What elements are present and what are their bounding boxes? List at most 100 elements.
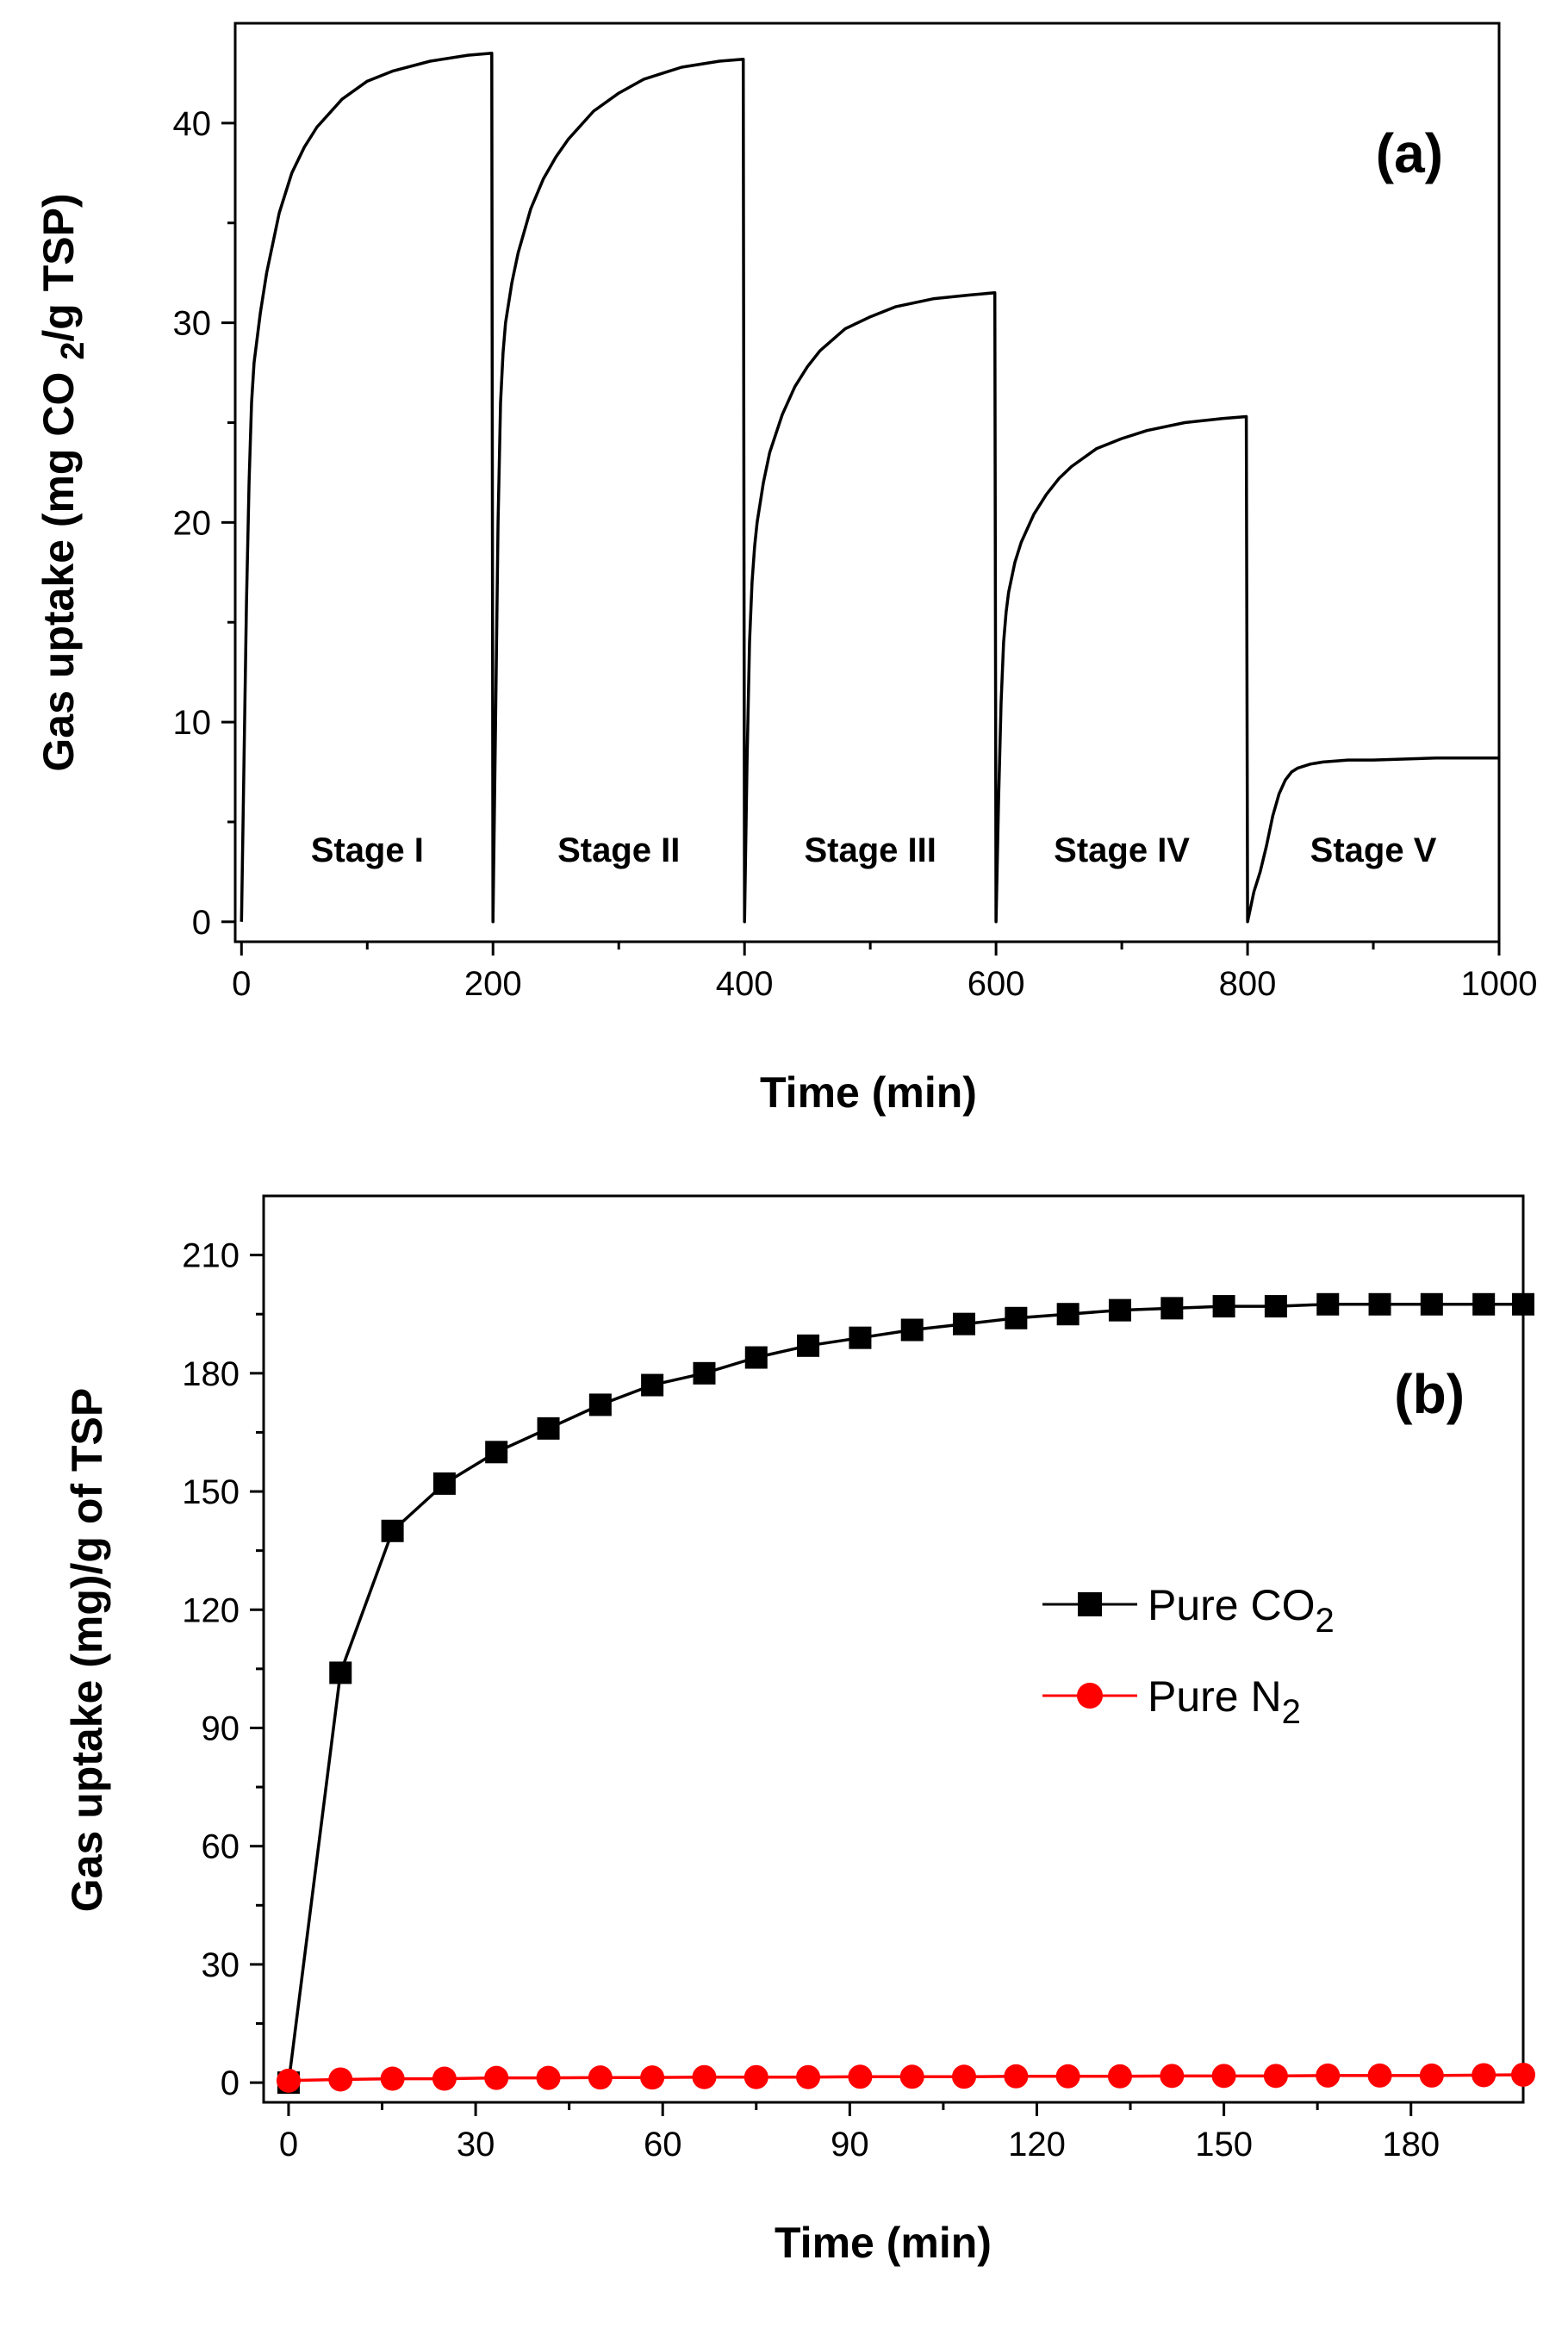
n2-data-point (1107, 2064, 1132, 2089)
n2-data-point (1511, 2062, 1535, 2087)
n2-data-point (1004, 2064, 1029, 2089)
panel-b-x-axis-title: Time (min) (775, 2219, 992, 2267)
panel-b-series (276, 1292, 1535, 2095)
n2-data-point (1263, 2064, 1288, 2089)
n2-data-point (899, 2064, 924, 2089)
panel-a-stage-labels: Stage I Stage II Stage III Stage IV Stage V (311, 831, 1437, 869)
co2-data-point (1472, 1292, 1496, 1316)
n2-data-point (692, 2064, 717, 2089)
n2-data-point (484, 2065, 509, 2090)
panel-b-x-tick-label: 120 (1008, 2126, 1066, 2164)
stage-label-3: Stage III (804, 831, 936, 869)
panel-a-x-tick-label: 1000 (1461, 965, 1538, 1003)
co2-data-point (1056, 1303, 1080, 1326)
panel-b-y-tick-label: 150 (182, 1473, 240, 1511)
n2-data-point (796, 2064, 821, 2089)
co2-data-point (849, 1326, 872, 1349)
panel-a-x-axis-title: Time (min) (760, 1068, 977, 1117)
panel-a-x-tick-label: 800 (1219, 965, 1277, 1003)
co2-data-point (1512, 1292, 1534, 1316)
n2-data-point (588, 2065, 613, 2090)
n2-data-point (536, 2065, 561, 2090)
co2-data-point (485, 1441, 508, 1464)
panel-a-x-tick-label: 200 (464, 965, 522, 1003)
n2-data-point (744, 2064, 768, 2089)
co2-data-point (641, 1373, 664, 1397)
co2-data-point (797, 1334, 820, 1357)
panel-a-y-tick-label: 10 (173, 704, 212, 742)
panel-b-y-tick-label: 90 (202, 1709, 240, 1747)
n2-data-point (380, 2066, 405, 2091)
panel-b-y-tick-label: 0 (221, 2064, 240, 2102)
panel-b-y-tick-label: 180 (182, 1355, 240, 1393)
co2-data-point (1316, 1292, 1340, 1316)
co2-data-point (693, 1361, 716, 1385)
co2-data-point (432, 1472, 456, 1495)
panel-b-label: (b) (1394, 1363, 1465, 1425)
stage-label-5: Stage V (1310, 831, 1437, 869)
panel-a-label: (a) (1376, 122, 1443, 184)
panel-b-x-tick-label: 0 (279, 2126, 298, 2164)
n2-data-point (848, 2064, 873, 2089)
co2-data-point (1420, 1292, 1443, 1316)
co2-data-point (1005, 1306, 1028, 1329)
n2-data-point (276, 2068, 301, 2093)
panel-a-ticks: 0 200 400 600 800 1000 0 10 20 30 40 (173, 105, 1538, 1003)
panel-b-x-tick-label: 30 (457, 2126, 495, 2164)
panel-b-x-tick-label: 90 (831, 2126, 869, 2164)
panel-a-y-axis-title-rest: /g TSP) (34, 193, 83, 341)
panel-a-series (240, 52, 1499, 924)
panel-a-y-tick-label: 20 (173, 504, 212, 542)
panel-a-y-axis-title: Gas uptake (mg CO 2/g TSP) (34, 193, 91, 771)
legend-co2-text: Pure CO (1148, 1581, 1316, 1629)
co2-data-point (588, 1393, 612, 1416)
panel-a-series-line-0 (240, 52, 1499, 924)
co2-data-point (537, 1416, 560, 1440)
co2-data-point (1368, 1292, 1391, 1316)
panel-b-y-tick-label: 60 (202, 1828, 240, 1866)
panel-a-y-axis-title-text: Gas uptake (mg CO (34, 372, 83, 772)
panel-a-plot-frame (233, 22, 1501, 943)
panel-b-y-tick-label: 120 (182, 1591, 240, 1629)
panel-a-x-tick-label: 600 (968, 965, 1025, 1003)
co2-data-point (900, 1318, 924, 1342)
legend-n2-subscript: 2 (1282, 1693, 1301, 1731)
legend-co2-label: Pure CO2 (1148, 1581, 1335, 1640)
panel-b-y-axis-title: Gas uptake (mg)/g of TSP (63, 1388, 111, 1912)
co2-data-point (744, 1346, 768, 1369)
panel-b-y-tick-label: 210 (182, 1237, 240, 1275)
panel-a-x-tick-label: 0 (232, 965, 251, 1003)
n2-data-point (640, 2065, 665, 2090)
panel-a-x-tick-label: 400 (716, 965, 774, 1003)
legend-n2-text: Pure N (1148, 1672, 1282, 1721)
co2-data-point (953, 1312, 976, 1335)
legend-co2-subscript: 2 (1316, 1602, 1335, 1640)
co2-data-point (1212, 1295, 1235, 1318)
stage-label-2: Stage II (557, 831, 680, 869)
n2-data-point (1211, 2064, 1236, 2089)
panel-a-y-tick-label: 0 (192, 904, 211, 942)
co2-data-point (1264, 1295, 1287, 1318)
co2-data-point (1160, 1297, 1184, 1320)
stage-label-1: Stage I (311, 831, 424, 869)
panel-a-y-tick-label: 40 (173, 105, 212, 143)
n2-data-point (1419, 2063, 1444, 2088)
legend-co2-square-marker (1078, 1592, 1102, 1616)
legend-item-pure-co2: Pure CO2 (1042, 1581, 1335, 1640)
co2-data-point (381, 1519, 404, 1542)
panel-b-plot-frame (262, 1194, 1525, 2104)
panel-a-y-tick-label: 30 (173, 305, 212, 343)
panel-b-x-tick-label: 150 (1195, 2126, 1253, 2164)
legend-item-pure-n2: Pure N2 (1042, 1672, 1301, 1731)
legend-n2-circle-marker (1077, 1683, 1103, 1709)
stage-label-4: Stage IV (1054, 831, 1190, 869)
n2-data-point (952, 2064, 977, 2089)
panel-b-ticks: 0 30 60 90 120 150 180 0 30 60 90 120 150 180 210 (182, 1237, 1440, 2164)
n2-data-point (1316, 2063, 1341, 2088)
panel-a-y-axis-title-subscript: 2 (55, 342, 91, 360)
n2-data-point (1160, 2064, 1185, 2089)
